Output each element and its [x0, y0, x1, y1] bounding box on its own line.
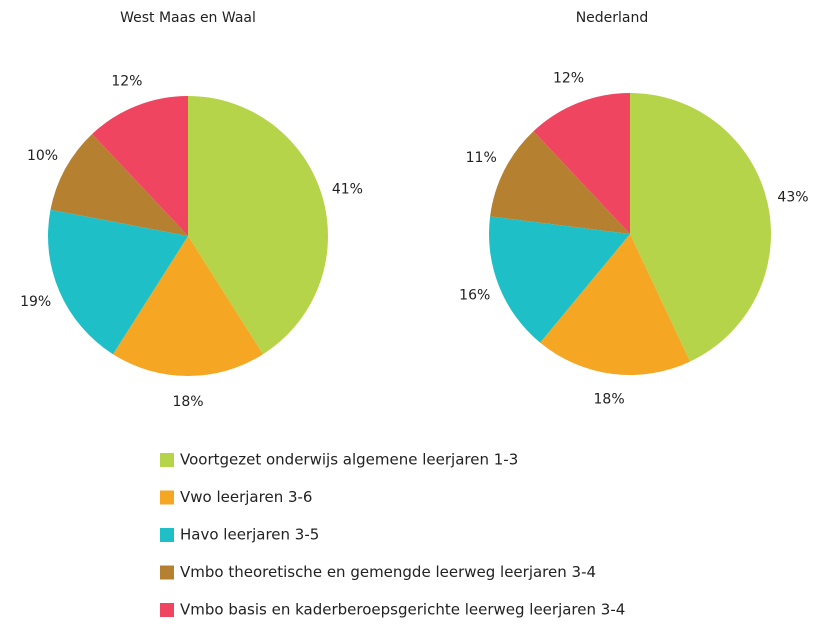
data-label: 11% — [466, 150, 497, 166]
pie-slice — [188, 96, 328, 355]
data-label: 19% — [20, 294, 51, 310]
pie-slice — [630, 93, 771, 362]
chart-title: West Maas en Waal — [120, 10, 256, 26]
pie-slice — [112, 236, 264, 376]
data-label: 12% — [111, 74, 142, 90]
legend-swatch — [160, 453, 174, 467]
pie-slice — [533, 93, 630, 234]
legend-label: Havo leerjaren 3-5 — [180, 526, 319, 544]
legend-swatch — [160, 528, 174, 542]
data-label: 18% — [594, 392, 625, 408]
legend-label: Vmbo theoretische en gemengde leerweg le… — [180, 563, 596, 581]
data-label: 18% — [172, 394, 203, 410]
legend-swatch — [160, 490, 174, 505]
data-label: 16% — [459, 287, 490, 303]
pie-slice — [540, 234, 691, 375]
pie-slice — [92, 96, 188, 236]
chart-title: Nederland — [576, 10, 649, 26]
data-label: 10% — [27, 148, 58, 164]
pie-slice — [490, 131, 630, 234]
pie-slice — [48, 209, 189, 355]
data-label: 12% — [553, 71, 584, 87]
legend-label: Vmbo basis en kaderberoepsgerichte leerw… — [180, 601, 625, 619]
legend-label: Voortgezet onderwijs algemene leerjaren … — [180, 451, 518, 469]
data-label: 41% — [332, 182, 363, 198]
pie-slice — [489, 216, 630, 343]
pie-slice — [50, 133, 189, 236]
legend-swatch — [160, 603, 174, 617]
data-label: 43% — [777, 190, 808, 206]
legend-swatch — [160, 565, 174, 580]
legend-label: Vwo leerjaren 3-6 — [180, 488, 312, 506]
